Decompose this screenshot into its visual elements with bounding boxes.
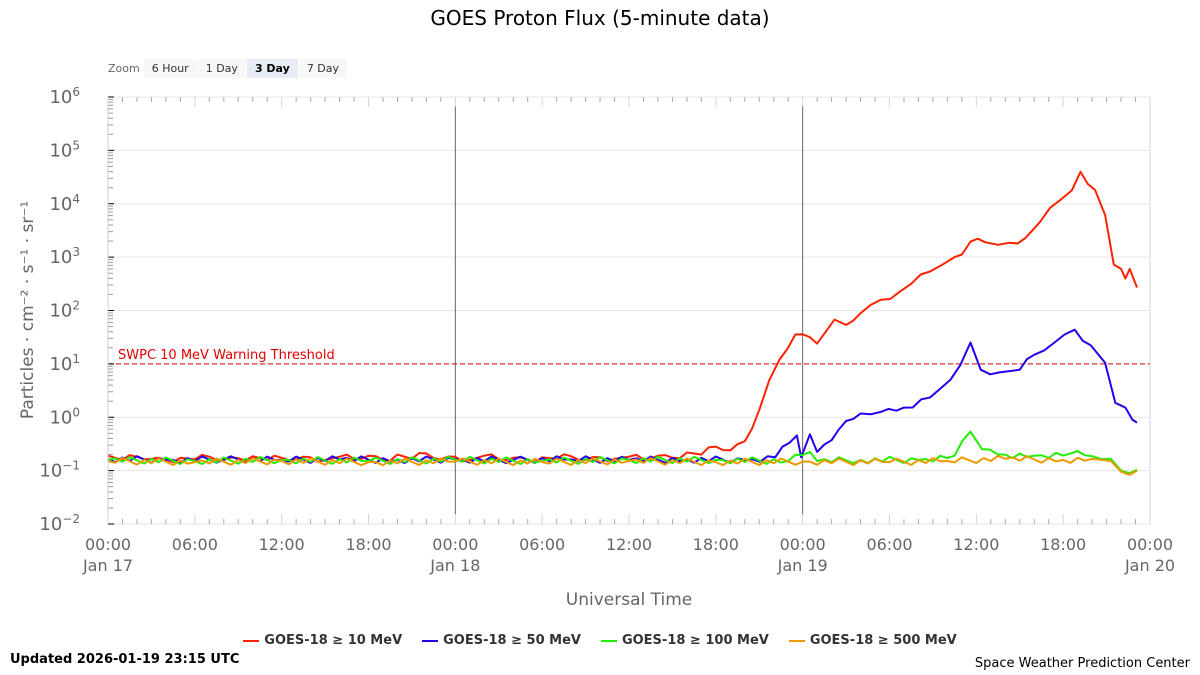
x-tick-date-label: Jan 18 [429,556,480,575]
legend-label: GOES-18 ≥ 100 MeV [621,633,769,648]
legend-label: GOES-18 ≥ 500 MeV [809,633,957,648]
zoom-1-day-button[interactable]: 1 Day [197,59,246,78]
legend-swatch [600,639,617,642]
y-axis-label: Particles · cm⁻² · s⁻¹ · sr⁻¹ [18,201,38,419]
y-tick-label: 101 [49,352,80,375]
zoom-selector: Zoom 6 Hour 1 Day 3 Day 7 Day [108,59,348,78]
y-tick-label: 104 [49,192,80,215]
x-tick-label: 18:00 [1040,535,1086,554]
legend-swatch [243,639,260,642]
series-line-2 [107,430,1138,475]
chart-title: GOES Proton Flux (5-minute data) [430,6,770,30]
x-tick-label: 12:00 [606,535,652,554]
zoom-6-hour-button[interactable]: 6 Hour [143,59,197,78]
zoom-3-day-button[interactable]: 3 Day [246,59,298,78]
x-tick-label: 00:00 [432,535,478,554]
y-tick-label: 10−1 [39,459,80,482]
y-tick-label: 100 [49,405,80,428]
legend-label: GOES-18 ≥ 50 MeV [443,633,581,648]
legend-item-50mev[interactable]: GOES-18 ≥ 50 MeV [422,633,581,648]
legend-swatch [788,639,805,642]
series-line-0 [107,170,1138,464]
x-tick-label: 00:00 [1127,535,1173,554]
x-axis-label: Universal Time [566,590,692,610]
x-tick-label: 18:00 [693,535,739,554]
x-tick-label: 06:00 [866,535,912,554]
y-tick-label: 10−2 [39,512,80,535]
series-line-3 [107,454,1138,476]
legend-item-100mev[interactable]: GOES-18 ≥ 100 MeV [600,633,769,648]
x-tick-label: 06:00 [519,535,565,554]
zoom-label: Zoom [108,62,140,75]
legend-item-500mev[interactable]: GOES-18 ≥ 500 MeV [788,633,957,648]
legend: GOES-18 ≥ 10 MeV GOES-18 ≥ 50 MeV GOES-1… [0,633,1200,648]
x-tick-label: 00:00 [780,535,826,554]
updated-timestamp: Updated 2026-01-19 23:15 UTC [10,652,240,667]
legend-label: GOES-18 ≥ 10 MeV [264,633,403,648]
y-tick-label: 105 [49,138,80,161]
x-tick-label: 12:00 [259,535,305,554]
x-tick-label: 00:00 [85,535,131,554]
y-tick-label: 103 [49,245,80,268]
x-tick-label: 18:00 [345,535,391,554]
x-tick-date-label: Jan 17 [82,556,133,575]
series-line-1 [107,328,1138,465]
x-tick-label: 12:00 [953,535,999,554]
y-tick-label: 102 [49,299,80,322]
legend-item-10mev[interactable]: GOES-18 ≥ 10 MeV [243,633,402,648]
x-tick-date-label: Jan 20 [1124,556,1175,575]
x-tick-label: 06:00 [172,535,218,554]
y-tick-label: 106 [49,85,80,108]
x-tick-date-label: Jan 19 [777,556,828,575]
threshold-label: SWPC 10 MeV Warning Threshold [118,348,335,363]
credit-text: Space Weather Prediction Center [974,656,1190,671]
zoom-7-day-button[interactable]: 7 Day [298,59,348,78]
legend-swatch [422,639,439,642]
